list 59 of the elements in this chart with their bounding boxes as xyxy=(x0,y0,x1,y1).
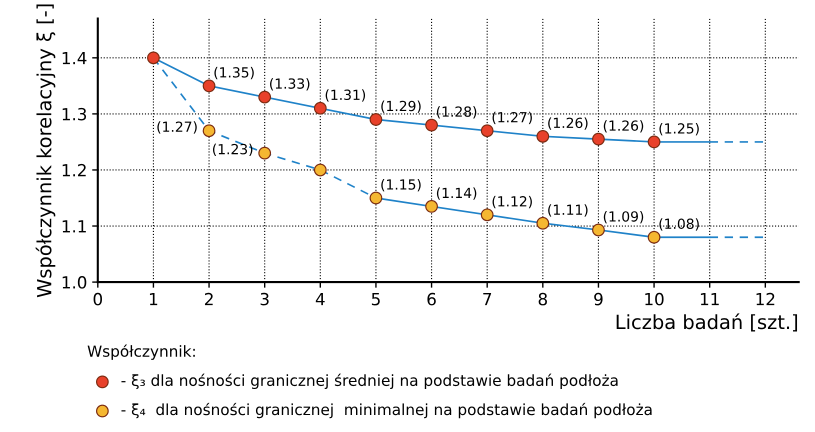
data-label: (1.08) xyxy=(659,218,699,231)
y-tick-label: 1.2 xyxy=(62,164,86,176)
legend-label: - ξ₃ dla nośności granicznej średniej na podstawie badań podłoża xyxy=(121,374,618,390)
data-label: (1.09) xyxy=(604,210,644,224)
y-tick-label: 1.3 xyxy=(62,108,86,120)
data-label: (1.26) xyxy=(604,120,644,133)
data-label: (1.35) xyxy=(214,66,254,80)
data-label: (1.33) xyxy=(270,78,310,90)
x-tick-label: 7 xyxy=(483,293,492,306)
point xyxy=(480,124,494,138)
legend-title: Współczynnik: xyxy=(88,344,195,360)
data-label: (1.26) xyxy=(548,117,588,130)
data-label: (1.25) xyxy=(659,122,699,136)
point xyxy=(425,118,438,132)
point xyxy=(258,90,272,104)
point xyxy=(258,146,272,160)
x-tick-label: 1 xyxy=(150,293,158,306)
data-label: (1.31) xyxy=(326,89,366,102)
point xyxy=(314,164,327,176)
data-label: (1.12) xyxy=(492,196,532,208)
y-tick-label: 1.0 xyxy=(62,276,86,289)
x-tick-label: 9 xyxy=(594,292,603,306)
point xyxy=(147,51,160,64)
data-label: (1.11) xyxy=(548,204,588,217)
point xyxy=(592,132,605,146)
y-tick-label: 1.4 xyxy=(62,52,86,64)
point xyxy=(425,200,438,213)
point xyxy=(314,102,327,115)
data-label: (1.23) xyxy=(213,144,252,156)
data-label: (1.15) xyxy=(381,179,421,192)
x-tick-label: 12 xyxy=(756,292,774,306)
y-axis-title: Współczynnik korelacyjny ξ [-] xyxy=(36,4,56,298)
point xyxy=(480,208,494,222)
data-label: (1.27) xyxy=(492,112,532,124)
point xyxy=(536,216,550,230)
x-tick-label: 0 xyxy=(94,292,102,306)
x-tick-label: 8 xyxy=(538,292,547,306)
x-tick-label: 2 xyxy=(204,292,213,306)
point xyxy=(592,224,605,236)
y-tick-label: 1.1 xyxy=(62,220,86,232)
x-tick-label: 3 xyxy=(260,292,269,306)
point xyxy=(370,113,382,126)
point xyxy=(648,230,660,244)
data-label: (1.27) xyxy=(157,121,197,134)
x-tick-label: 4 xyxy=(316,293,325,306)
point xyxy=(370,192,382,204)
x-tick-label: 5 xyxy=(372,293,380,306)
x-tick-label: 10 xyxy=(645,292,664,306)
x-axis-title: Liczba badań [szt.] xyxy=(616,313,798,332)
data-label: (1.28) xyxy=(436,106,476,118)
x-tick-label: 6 xyxy=(427,292,436,306)
data-label: (1.29) xyxy=(381,100,421,113)
point xyxy=(202,79,216,92)
legend-label: - ξ₄ dla nośności granicznej minimalnej na podstawie badań podłoża xyxy=(121,402,652,418)
data-label: (1.14) xyxy=(436,187,476,200)
point xyxy=(648,136,660,148)
point xyxy=(536,130,550,143)
point xyxy=(202,124,216,138)
x-tick-label: 11 xyxy=(700,293,719,306)
